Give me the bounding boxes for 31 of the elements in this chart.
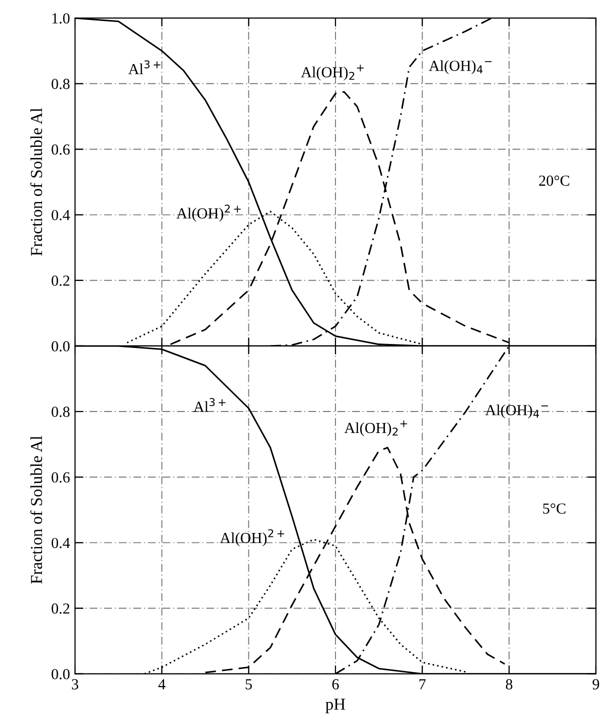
y-tick-label: 0.0 xyxy=(52,668,70,680)
x-tick-label: 8 xyxy=(506,679,512,690)
series-label: Al(OH)$^{2+}$ xyxy=(220,529,284,546)
x-tick-label: 7 xyxy=(419,679,426,690)
y-axis-title: Fraction of Soluble Al xyxy=(30,108,42,256)
y-tick-label: 0.6 xyxy=(52,472,70,483)
y-tick-label: 0.8 xyxy=(52,406,70,418)
x-axis-title: pH xyxy=(326,698,346,714)
x-tick-label: 5 xyxy=(246,679,252,690)
y-tick-label: 0.0 xyxy=(52,341,70,352)
y-tick-label: 0.8 xyxy=(52,78,70,90)
series-label: Al$^{3+}$ xyxy=(128,60,160,74)
series-label: Al(OH)$_{4}$$^{−}$ xyxy=(485,404,548,418)
y-tick-label: 0.4 xyxy=(52,210,70,220)
y-tick-label: 0.2 xyxy=(52,603,70,614)
series-label: Al(OH)$^{2+}$ xyxy=(176,204,241,222)
series-label: Al(OH)$_{2}$$^{+}$ xyxy=(300,64,364,81)
series-label: Al$^{3+}$ xyxy=(193,398,226,412)
x-tick-label: 4 xyxy=(158,679,166,690)
y-tick-label: 1.0 xyxy=(52,13,70,24)
y-axis-title: Fraction of Soluble Al xyxy=(30,436,42,584)
y-tick-label: 0.4 xyxy=(52,538,70,548)
x-tick-label: 3 xyxy=(72,679,78,690)
y-tick-label: 0.2 xyxy=(52,276,70,286)
series-label: Al(OH)$_{4}$$^{−}$ xyxy=(428,60,492,74)
y-tick-label: 0.6 xyxy=(52,144,70,155)
x-tick-label: 9 xyxy=(592,679,600,690)
annotation: 5°C xyxy=(543,503,566,514)
x-tick-label: 6 xyxy=(332,679,339,690)
annotation: 20°C xyxy=(539,176,570,186)
series-label: Al(OH)$_{2}$$^{+}$ xyxy=(344,420,408,436)
